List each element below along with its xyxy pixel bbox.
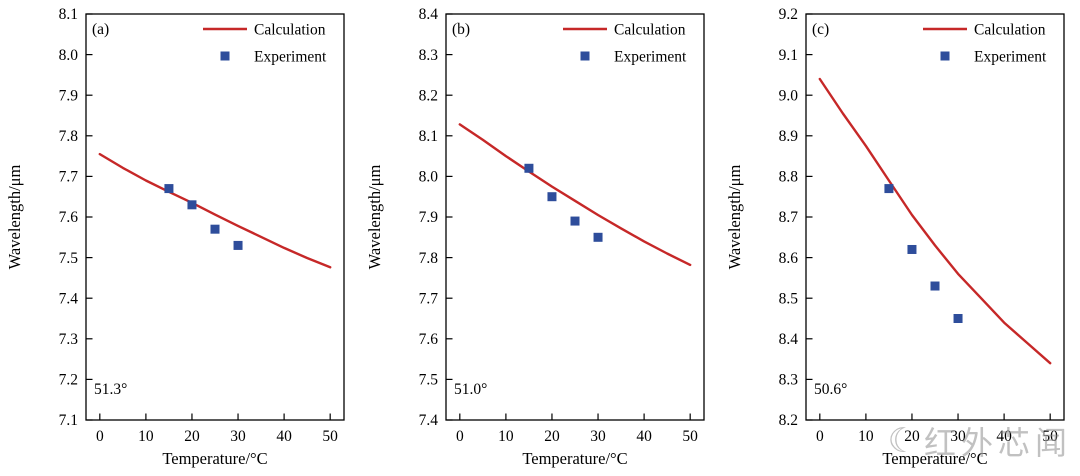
x-tick-label: 0 [96,428,104,445]
legend-calculation-label: Calculation [614,22,686,39]
x-tick-label: 0 [456,428,464,445]
panel-label: (a) [92,21,109,38]
x-tick-label: 40 [996,428,1012,445]
y-tick-label: 7.6 [59,209,79,226]
y-tick-label: 7.3 [59,331,79,348]
y-tick-label: 8.4 [419,6,439,23]
y-tick-label: 7.8 [59,128,79,145]
y-axis-title: Wavelength/μm [725,165,744,270]
chart-svg: 7.4 7.5 7.6 7.7 7.8 7.9 8.0 8.1 8.2 8.3 8.4 0 10 20 30… [365,6,705,468]
angle-label: 51.3° [94,381,127,398]
x-tick-label: 50 [682,428,698,445]
y-tick-label: 8.8 [779,169,799,186]
x-tick-label: 10 [858,428,874,445]
experiment-point [570,216,580,226]
x-tick-label: 30 [950,428,966,445]
y-tick-label: 8.4 [779,331,799,348]
y-tick-label: 8.6 [779,250,799,267]
x-tick-label: 30 [590,428,606,445]
y-tick-label: 7.5 [419,372,439,389]
x-tick-label: 50 [1042,428,1058,445]
experiment-point [953,314,963,323]
panel-label: (b) [452,21,470,38]
calculation-curve [458,123,692,267]
chart-panel-c: 8.2 8.3 8.4 8.5 8.6 8.7 8.8 8.9 9.0 9.1 9.2 0 10 20 30… [720,0,1080,476]
y-tick-label: 8.0 [419,169,439,186]
chart-panel-a: 7.1 7.2 7.3 7.4 7.5 7.6 7.7 7.8 7.9 8.0 8.1 0 10 20 30… [0,0,360,476]
y-tick-label: 7.8 [419,250,439,267]
calculation-curve [818,77,1052,365]
legend-experiment-marker [580,51,590,61]
x-axis-title: Temperature/°C [882,449,987,468]
x-axis-title: Temperature/°C [522,449,627,468]
experiment-point [233,240,243,250]
y-tick-label: 8.9 [779,128,799,145]
y-tick-label: 8.5 [779,290,799,307]
experiment-point [930,281,940,291]
legend-experiment-marker [220,51,230,61]
legend-experiment-label: Experiment [614,49,687,66]
calculation-curve [98,152,332,269]
y-tick-label: 9.0 [779,87,799,104]
y-tick-label: 7.4 [59,290,79,307]
experiment-point [164,184,174,194]
legend-calculation-label: Calculation [974,22,1046,39]
x-axis-title: Temperature/°C [162,449,267,468]
plot-border [445,13,705,421]
y-axis-title: Wavelength/μm [365,165,384,270]
y-tick-label: 8.3 [779,372,799,389]
y-tick-label: 7.9 [59,87,79,104]
x-tick-label: 40 [276,428,292,445]
y-tick-label: 8.2 [419,87,438,104]
experiment-point [593,232,603,242]
legend-experiment-marker [940,51,950,61]
experiment-point [187,200,197,210]
x-tick-label: 20 [904,428,920,445]
angle-label: 50.6° [814,381,847,398]
plot-border [85,13,345,421]
y-tick-label: 7.7 [59,169,79,186]
experiment-point [210,224,220,234]
plot-border [805,13,1065,421]
x-tick-label: 10 [498,428,514,445]
experiment-point [884,184,894,194]
y-tick-label: 7.6 [419,331,439,348]
experiment-point [524,163,534,173]
y-tick-label: 7.1 [59,412,78,429]
y-tick-label: 8.7 [779,209,799,226]
legend-experiment-label: Experiment [254,49,327,66]
y-tick-label: 9.1 [779,47,798,64]
experiment-point [907,244,917,254]
x-tick-label: 0 [816,428,824,445]
y-tick-label: 7.5 [59,250,79,267]
experiment-point [547,192,557,202]
y-tick-label: 7.9 [419,209,439,226]
y-tick-label: 8.2 [779,412,798,429]
y-tick-label: 7.7 [419,290,439,307]
legend-experiment-label: Experiment [974,49,1047,66]
x-tick-label: 30 [230,428,246,445]
legend-calculation-label: Calculation [254,22,326,39]
y-tick-label: 9.2 [779,6,798,23]
x-tick-label: 50 [322,428,338,445]
y-tick-label: 8.1 [59,6,78,23]
y-tick-label: 7.2 [59,372,78,389]
panel-label: (c) [812,21,829,38]
chart-svg: 7.1 7.2 7.3 7.4 7.5 7.6 7.7 7.8 7.9 8.0 8.1 0 10 20 30… [5,6,345,468]
y-tick-label: 7.4 [419,412,439,429]
y-tick-label: 8.1 [419,128,438,145]
x-tick-label: 20 [184,428,200,445]
chart-svg: 8.2 8.3 8.4 8.5 8.6 8.7 8.8 8.9 9.0 9.1 9.2 0 10 20 30… [725,6,1065,468]
chart-panel-b: 7.4 7.5 7.6 7.7 7.8 7.9 8.0 8.1 8.2 8.3 8.4 0 10 20 30… [360,0,720,476]
y-tick-label: 8.3 [419,47,439,64]
x-tick-label: 20 [544,428,560,445]
x-tick-label: 40 [636,428,652,445]
y-axis-title: Wavelength/μm [5,165,24,270]
x-tick-label: 10 [138,428,154,445]
angle-label: 51.0° [454,381,487,398]
y-tick-label: 8.0 [59,47,79,64]
